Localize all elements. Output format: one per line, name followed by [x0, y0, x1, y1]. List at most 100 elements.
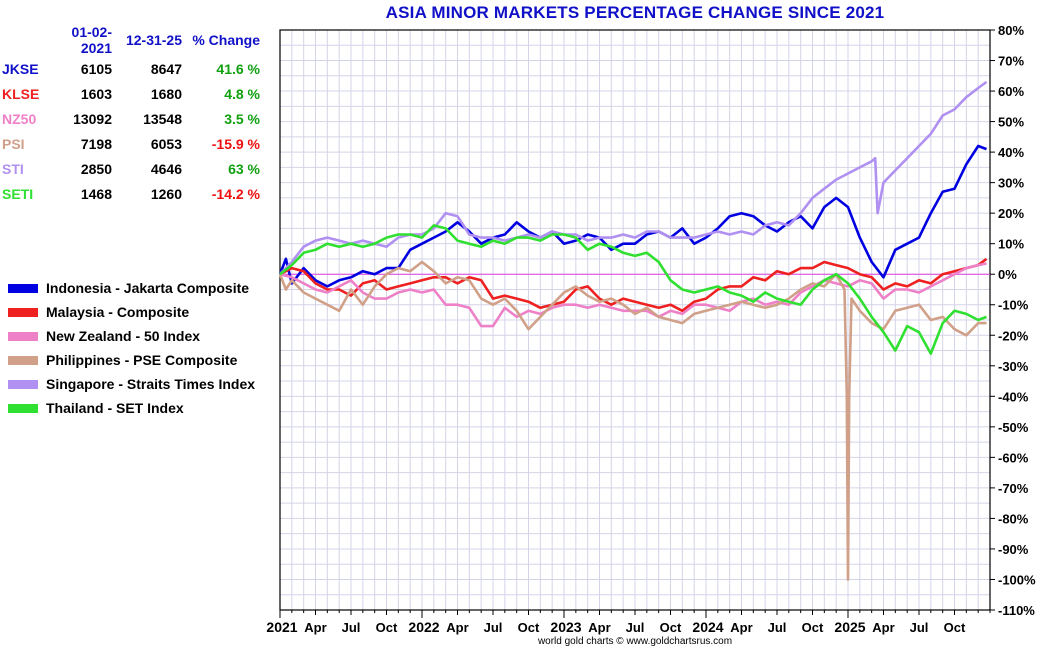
percent-change: 4.8 %: [224, 85, 260, 102]
stats-table: 01-02-2021 12-31-25 % Change JKSE 6105 864…: [2, 24, 260, 206]
header-start-date: 01-02-2021: [71, 24, 112, 56]
x-tick-label: Oct: [376, 620, 398, 635]
legend-label: Philippines - PSE Composite: [46, 352, 238, 368]
y-tick-label: 30%: [998, 176, 1024, 191]
series-line-new: [279, 262, 987, 328]
percent-change: -15.9 %: [211, 135, 260, 152]
y-tick-label: 20%: [998, 206, 1024, 221]
legend-swatch: [8, 283, 38, 293]
series-line-singapore: [279, 80, 988, 276]
header-end-date: 12-31-25: [125, 32, 182, 48]
legend-swatch: [8, 379, 38, 389]
x-tick-label: Apr: [872, 620, 894, 635]
x-tick-label: 2024: [692, 619, 723, 635]
y-tick-label: 70%: [998, 54, 1024, 69]
end-value: 4646: [150, 160, 182, 177]
y-tick-label: -50%: [998, 420, 1029, 435]
credit-text: world gold charts © www.goldchartsrus.co…: [537, 636, 733, 647]
legend-item: New Zealand - 50 Index: [8, 324, 255, 348]
start-value: 1468: [80, 185, 112, 202]
y-tick-label: -30%: [998, 359, 1029, 374]
legend-label: Malaysia - Composite: [46, 304, 190, 320]
x-tick-label: Apr: [446, 620, 468, 635]
x-tick-label: Oct: [518, 620, 540, 635]
start-value: 13092: [73, 110, 112, 127]
legend-swatch: [8, 331, 38, 341]
index-symbol: PSI: [2, 135, 25, 152]
stats-row: STI 2850 4646 63 %: [2, 156, 260, 181]
legend-label: Thailand - SET Index: [46, 400, 184, 416]
legend-swatch: [8, 403, 38, 413]
legend-label: Singapore - Straits Times Index: [46, 376, 256, 392]
x-tick-label: Oct: [944, 620, 966, 635]
x-tick-label: 2025: [834, 619, 865, 635]
stats-row: KLSE 1603 1680 4.8 %: [2, 81, 260, 106]
y-tick-label: 50%: [998, 115, 1024, 130]
index-symbol: STI: [2, 160, 24, 177]
index-symbol: SETI: [2, 185, 34, 202]
index-symbol: JKSE: [2, 60, 39, 77]
legend-item: Philippines - PSE Composite: [8, 348, 255, 372]
legend-item: Indonesia - Jakarta Composite: [8, 276, 255, 300]
legend-label: Indonesia - Jakarta Composite: [46, 280, 250, 296]
end-value: 1260: [150, 185, 182, 202]
chart-title: ASIA MINOR MARKETS PERCENTAGE CHANGE SIN…: [385, 3, 885, 22]
x-tick-label: 2021: [266, 619, 297, 635]
series-line-indonesia: [278, 144, 987, 288]
y-tick-label: 60%: [998, 84, 1024, 99]
end-value: 1680: [150, 85, 182, 102]
end-value: 8647: [150, 60, 182, 77]
legend-item: Thailand - SET Index: [8, 396, 255, 420]
legend-swatch: [8, 307, 38, 317]
stats-row: SETI 1468 1260 -14.2 %: [2, 181, 260, 206]
y-tick-label: -70%: [998, 481, 1029, 496]
legend-item: Malaysia - Composite: [8, 300, 255, 324]
y-tick-label: 0%: [998, 267, 1017, 282]
x-tick-label: 2022: [408, 619, 439, 635]
y-tick-label: -10%: [998, 298, 1029, 313]
x-tick-label: Apr: [588, 620, 610, 635]
start-value: 6105: [80, 60, 112, 77]
y-tick-label: -80%: [998, 511, 1029, 526]
percent-change: 41.6 %: [216, 60, 260, 77]
end-value: 6053: [150, 135, 182, 152]
x-tick-label: Oct: [660, 620, 682, 635]
y-tick-label: -110%: [998, 603, 1035, 618]
y-tick-label: -90%: [998, 542, 1029, 557]
x-tick-label: Jul: [626, 620, 645, 635]
index-symbol: KLSE: [2, 85, 40, 102]
series-line-malaysia: [279, 257, 988, 313]
y-tick-label: 40%: [998, 145, 1024, 160]
stats-header-row: 01-02-2021 12-31-25 % Change: [2, 24, 260, 56]
start-value: 1603: [80, 85, 112, 102]
index-symbol: NZ50: [2, 110, 37, 127]
x-tick-label: Jul: [484, 620, 503, 635]
end-value: 13548: [143, 110, 182, 127]
x-tick-label: Jul: [910, 620, 929, 635]
legend-label: New Zealand - 50 Index: [46, 328, 201, 344]
y-tick-label: 10%: [998, 237, 1024, 252]
legend-swatch: [8, 355, 38, 365]
x-tick-label: Jul: [768, 620, 787, 635]
y-tick-label: -60%: [998, 450, 1029, 465]
x-tick-label: Apr: [730, 620, 752, 635]
y-tick-label: -100%: [998, 572, 1036, 587]
stats-row: NZ50 13092 13548 3.5 %: [2, 106, 260, 131]
y-tick-label: -40%: [998, 389, 1029, 404]
header-change: % Change: [192, 32, 260, 48]
y-tick-label: -20%: [998, 328, 1029, 343]
x-tick-label: Apr: [304, 620, 326, 635]
percent-change: 63 %: [228, 160, 260, 177]
y-tick-label: 80%: [998, 23, 1024, 38]
start-value: 7198: [80, 135, 112, 152]
series-line-thailand: [279, 224, 987, 355]
x-tick-label: 2023: [550, 619, 581, 635]
percent-change: -14.2 %: [211, 185, 260, 202]
stats-row: JKSE 6105 8647 41.6 %: [2, 56, 260, 81]
start-value: 2850: [80, 160, 112, 177]
x-tick-label: Jul: [342, 620, 361, 635]
x-tick-label: Oct: [802, 620, 824, 635]
legend: Indonesia - Jakarta Composite Malaysia - …: [8, 276, 255, 420]
legend-item: Singapore - Straits Times Index: [8, 372, 255, 396]
